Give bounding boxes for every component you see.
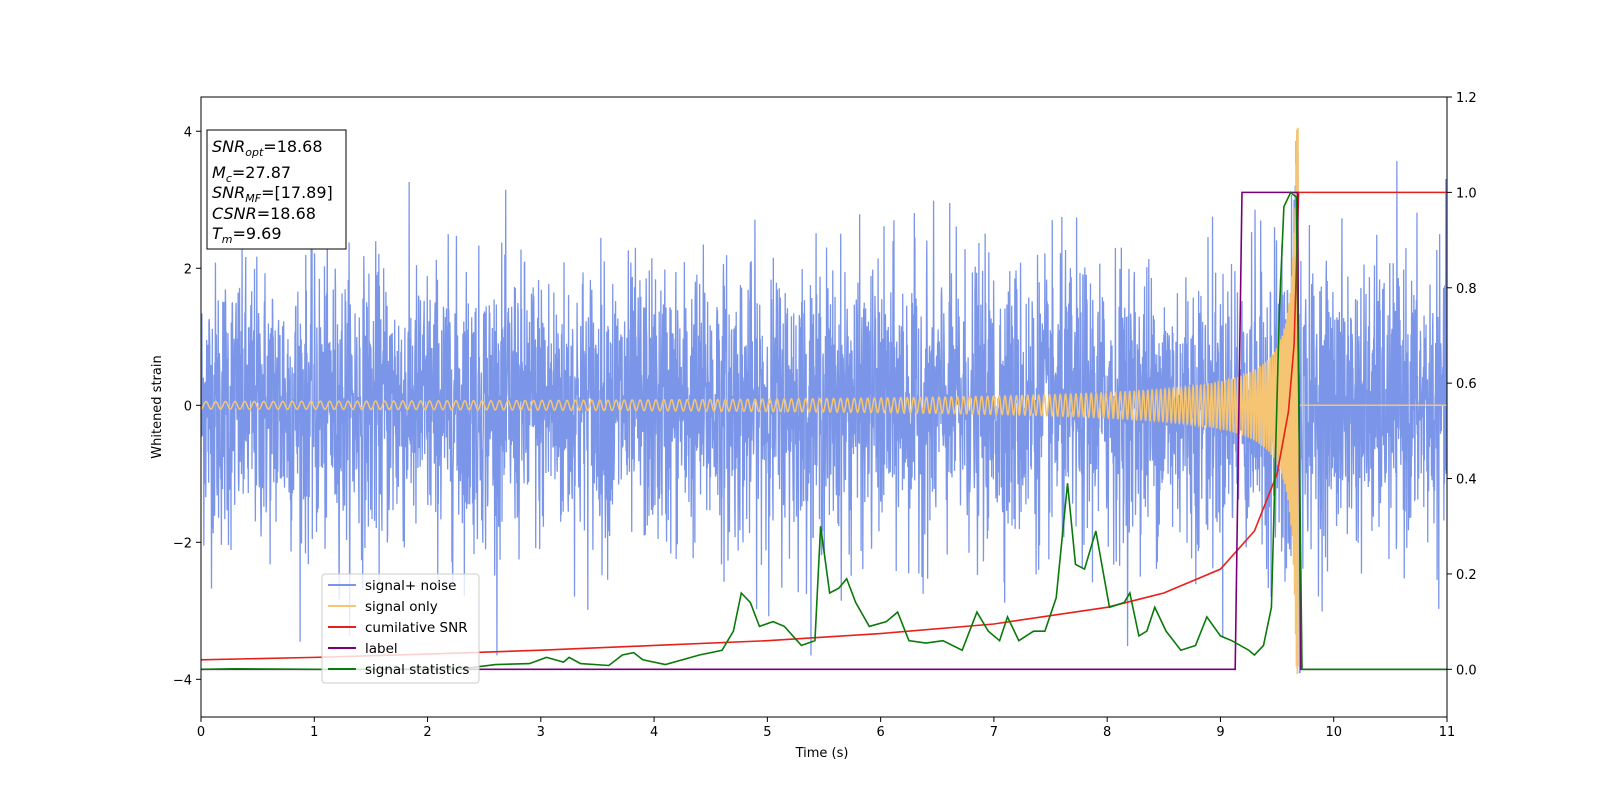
y-right-tick-label: 0.8: [1456, 282, 1477, 297]
series-signal-statistics-line: [201, 191, 1447, 671]
legend: signal+ noise signal only cumilative SNR…: [321, 573, 480, 684]
y-left-tick-label: 4: [184, 125, 192, 140]
x-tick-label: 2: [423, 725, 431, 740]
x-tick-label: 6: [876, 725, 884, 740]
x-axis-label: Time (s): [795, 746, 849, 761]
x-tick-label: 8: [1103, 725, 1111, 740]
legend-frame: [321, 573, 480, 684]
plot-frame: [200, 96, 1448, 718]
stats-csnr: CSNR=18.68: [212, 204, 316, 223]
x-tick-label: 10: [1325, 725, 1342, 740]
y-left-tick-label: 0: [184, 399, 192, 414]
legend-label-signal-noise: signal+ noise: [365, 578, 456, 594]
y-right-tick-label: 1.2: [1456, 91, 1477, 106]
x-tick-label: 5: [763, 725, 771, 740]
y-right-tick-label: 0.6: [1456, 377, 1477, 392]
y-axis-label: Whitened strain: [150, 355, 165, 458]
x-tick-label: 4: [650, 725, 658, 740]
y-left-axis-ticks: −4 −2 0 2 4: [173, 125, 201, 688]
stats-box-frame: [206, 129, 347, 250]
x-tick-label: 3: [537, 725, 545, 740]
y-right-tick-label: 0.4: [1456, 473, 1477, 488]
x-tick-label: 1: [310, 725, 318, 740]
y-right-axis-ticks: 0.0 0.2 0.4 0.6 0.8 1.0 1.2: [1447, 91, 1477, 678]
x-tick-label: 9: [1216, 725, 1224, 740]
x-tick-label: 7: [990, 725, 998, 740]
stats-mc: Mc=27.87: [212, 163, 291, 185]
series-cumulative-snr-line: [201, 191, 1447, 661]
y-right-tick-label: 0.0: [1456, 663, 1477, 678]
stats-snr-opt: SNRopt=18.68: [212, 137, 323, 159]
x-axis-ticks: 0 1 2 3 4 5 6 7 8 9 10 11: [197, 717, 1455, 740]
legend-label-signal-only: signal only: [365, 599, 438, 615]
y-right-tick-label: 0.2: [1456, 568, 1477, 583]
x-tick-label: 0: [197, 725, 205, 740]
legend-label-signal-statistics: signal statistics: [365, 662, 469, 678]
legend-label-label: label: [365, 641, 398, 657]
stats-box: SNRopt=18.68 Mc=27.87 SNRMF=[17.89] CSNR…: [206, 129, 347, 250]
x-tick-label: 11: [1439, 725, 1456, 740]
stats-tm: Tm=9.69: [212, 224, 282, 246]
y-left-tick-label: −2: [173, 536, 192, 551]
y-left-tick-label: −4: [173, 673, 192, 688]
legend-label-cumulative-snr: cumilative SNR: [365, 620, 468, 636]
series-layer: [201, 127, 1447, 675]
y-right-tick-label: 1.0: [1456, 186, 1477, 201]
y-left-tick-label: 2: [184, 262, 192, 277]
stats-snr-mf: SNRMF=[17.89]: [212, 183, 333, 205]
